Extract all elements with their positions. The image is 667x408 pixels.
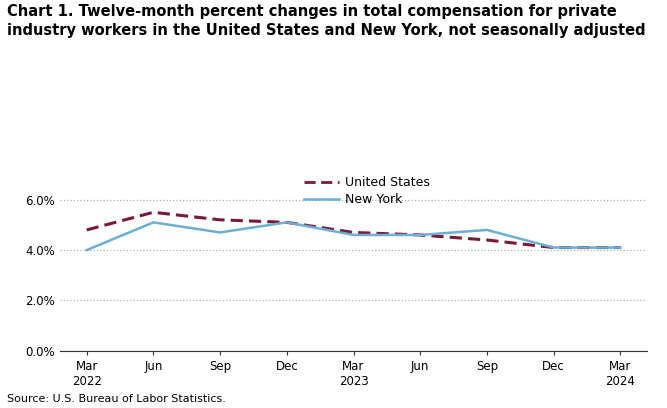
United States bbox=[149, 210, 157, 215]
Line: New York: New York bbox=[87, 222, 620, 250]
Line: United States: United States bbox=[87, 212, 620, 248]
United States bbox=[416, 233, 424, 237]
New York bbox=[616, 245, 624, 250]
New York bbox=[216, 230, 224, 235]
United States bbox=[550, 245, 558, 250]
Text: Chart 1. Twelve-month percent changes in total compensation for private
industry: Chart 1. Twelve-month percent changes in… bbox=[7, 4, 645, 38]
New York bbox=[483, 228, 491, 233]
Text: Source: U.S. Bureau of Labor Statistics.: Source: U.S. Bureau of Labor Statistics. bbox=[7, 394, 225, 404]
New York bbox=[416, 233, 424, 237]
Legend: United States, New York: United States, New York bbox=[299, 171, 435, 211]
United States bbox=[616, 245, 624, 250]
United States bbox=[483, 237, 491, 242]
United States bbox=[83, 228, 91, 233]
New York bbox=[350, 233, 358, 237]
United States bbox=[350, 230, 358, 235]
New York bbox=[149, 220, 157, 225]
New York bbox=[83, 248, 91, 253]
New York bbox=[283, 220, 291, 225]
New York bbox=[550, 245, 558, 250]
United States bbox=[283, 220, 291, 225]
United States bbox=[216, 217, 224, 222]
